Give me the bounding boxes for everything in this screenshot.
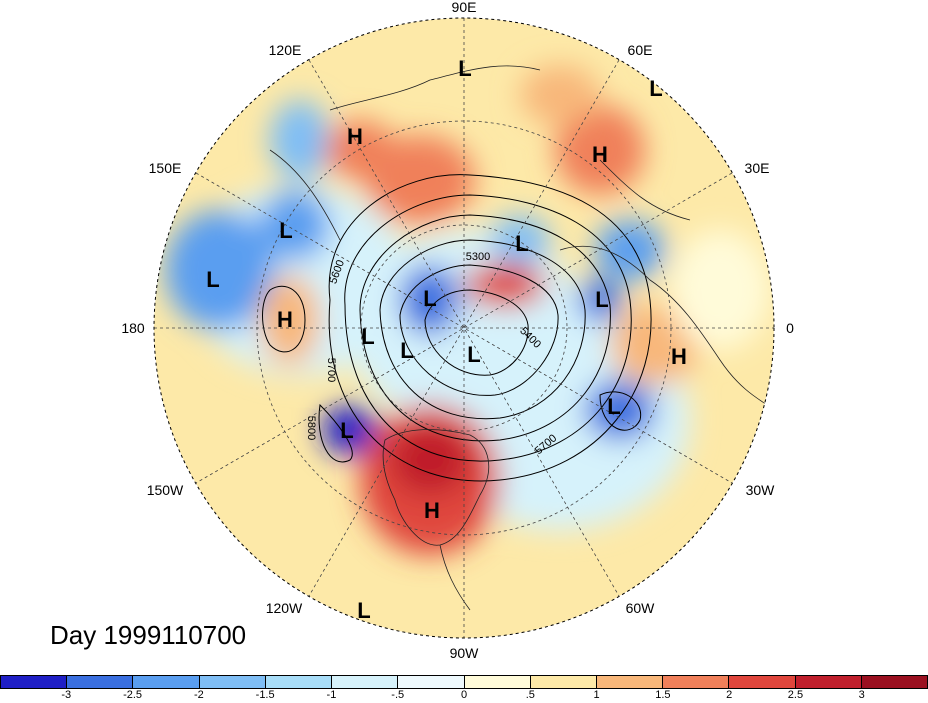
colorbar-swatch — [729, 676, 796, 688]
coastlines — [269, 65, 774, 611]
colorbar-tick-label: -1.5 — [255, 689, 275, 701]
map-boundary — [153, 17, 775, 639]
pressure-center-low: L — [206, 267, 219, 292]
lon-label: 180 — [121, 320, 145, 336]
pressure-center-high: H — [671, 344, 687, 369]
lon-label: 60E — [628, 42, 653, 58]
colorbar-tick-label: -.5 — [391, 689, 405, 701]
pressure-center-high: H — [592, 142, 608, 167]
pressure-center-low: L — [361, 324, 374, 349]
colorbar-tick-label: 1 — [593, 689, 600, 701]
pressure-center-high: H — [347, 124, 363, 149]
day-label: Day 1999110700 — [50, 620, 247, 650]
pressure-center-low: L — [279, 218, 292, 243]
colorbar-tick-label: 1.5 — [655, 689, 671, 701]
colorbar-tick-label: -2.5 — [123, 689, 143, 701]
colorbar-swatch — [1, 676, 68, 688]
lon-label: 30E — [745, 160, 770, 176]
lon-label: 120W — [266, 600, 303, 616]
pressure-centers: L L H H L L H L L L L L L H L L H L — [206, 56, 687, 623]
colorbar-swatch — [199, 676, 266, 688]
colorbar-tick-label: -3 — [61, 689, 72, 701]
colorbar-swatches — [0, 675, 928, 689]
colorbar-swatch — [596, 676, 664, 688]
colorbar-tick-label: -1 — [326, 689, 337, 701]
lon-label: 150E — [149, 160, 182, 176]
colorbar-swatch — [332, 676, 399, 688]
pressure-center-low: L — [649, 76, 662, 101]
lon-label: 120E — [269, 42, 302, 58]
colorbar-swatch — [795, 676, 862, 688]
lon-label: 150W — [147, 482, 184, 498]
colorbar-tick-label: 3 — [858, 689, 865, 701]
pressure-center-low: L — [515, 231, 528, 256]
lon-label: 60W — [626, 600, 656, 616]
colorbar-ticks: -3 -2.5 -2 -1.5 -1 -.5 0 .5 1 1.5 2 2.5 … — [0, 689, 928, 703]
contour-label: 5300 — [466, 251, 490, 263]
pressure-center-high: H — [277, 307, 293, 332]
colorbar-swatch — [530, 676, 597, 688]
colorbar-swatch — [67, 676, 134, 688]
pressure-center-low: L — [458, 56, 471, 81]
longitude-labels: 90E 60E 30E 0 30W 60W 90W 120W 150W 180 … — [121, 0, 794, 661]
lon-label: 90W — [450, 645, 480, 661]
lon-label: 30W — [746, 482, 776, 498]
colorbar-swatch — [265, 676, 333, 688]
lon-label: 90E — [452, 0, 477, 15]
pressure-center-high: H — [424, 498, 440, 523]
colorbar-swatch — [133, 676, 200, 688]
height-contours — [262, 174, 652, 482]
pressure-center-low: L — [595, 287, 608, 312]
colorbar-tick-label: 0 — [460, 689, 468, 701]
pressure-center-low: L — [400, 338, 413, 363]
colorbar-tick-label: 2 — [726, 689, 733, 701]
colorbar-swatch — [663, 676, 730, 688]
anomaly-field — [154, 18, 774, 638]
pressure-center-low: L — [357, 598, 370, 623]
colorbar-swatch — [398, 676, 465, 688]
lon-label: 0 — [786, 320, 794, 336]
colorbar-tick-label: -2 — [193, 689, 204, 701]
pressure-center-low: L — [607, 394, 620, 419]
contour-label: 5800 — [305, 416, 317, 440]
contour-label: 5700 — [325, 358, 337, 382]
colorbar-swatch — [464, 676, 531, 688]
pressure-center-low: L — [423, 286, 436, 311]
colorbar: -3 -2.5 -2 -1.5 -1 -.5 0 .5 1 1.5 2 2.5 … — [0, 675, 928, 702]
graticule — [154, 18, 774, 638]
pressure-center-low: L — [467, 342, 480, 367]
pressure-center-low: L — [340, 418, 353, 443]
colorbar-swatch — [861, 676, 928, 688]
colorbar-tick-label: 2.5 — [787, 689, 804, 701]
colorbar-tick-label: .5 — [525, 689, 535, 701]
